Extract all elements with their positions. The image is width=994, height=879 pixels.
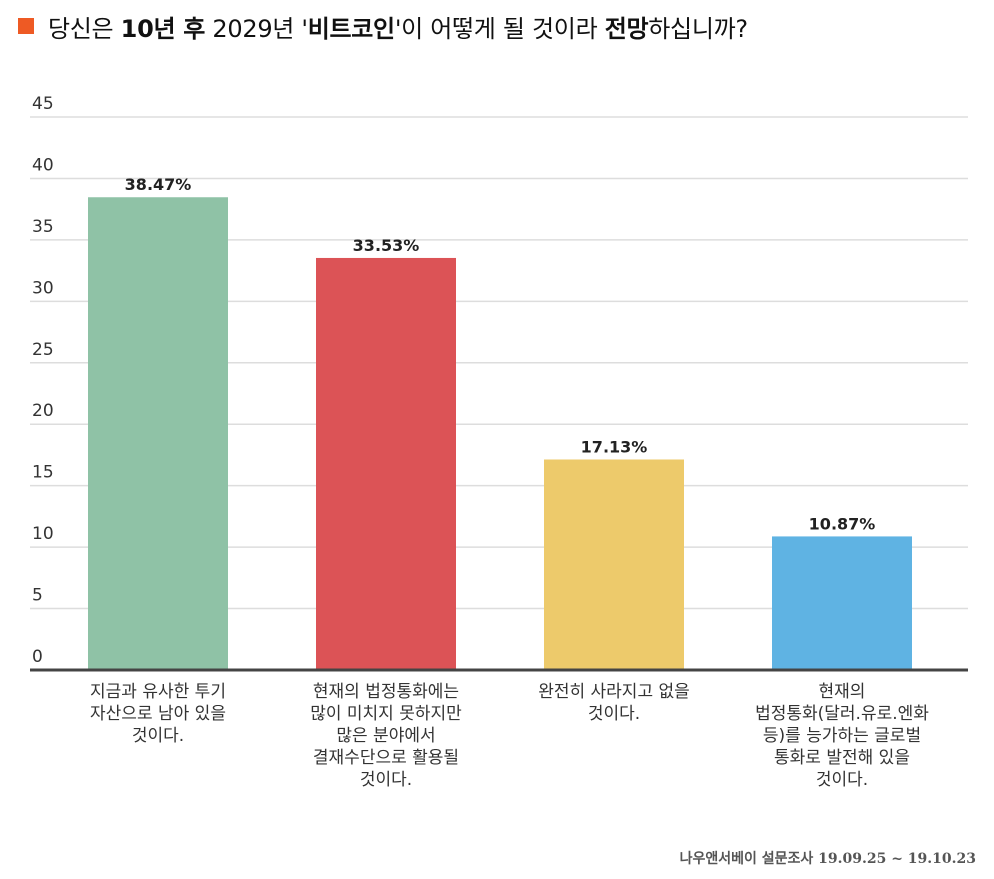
chart-title: 당신은 10년 후 2029년 '비트코인'이 어떻게 될 것이라 전망하십니까… [18, 8, 748, 44]
y-tick-label: 20 [32, 401, 54, 421]
x-category-label: 결재수단으로 활용될 [313, 748, 459, 768]
x-category-label: 법정통화(달러.유로.엔화 [755, 704, 929, 724]
data-label: 33.53% [353, 236, 420, 255]
x-category-label: 것이다. [816, 770, 868, 790]
y-tick-label: 25 [32, 340, 54, 360]
bar [772, 536, 912, 670]
title-segment: 하십니까? [648, 14, 748, 43]
x-category-label: 지금과 유사한 투기 [90, 682, 226, 702]
x-category-label: 통화로 발전해 있을 [774, 748, 910, 768]
bar [316, 257, 456, 670]
title-segment: 10년 후 [120, 14, 206, 43]
title-segment: 2029년 ' [205, 14, 308, 43]
title-text: 당신은 10년 후 2029년 '비트코인'이 어떻게 될 것이라 전망하십니까… [48, 9, 748, 44]
x-category-label: 것이다. [360, 770, 412, 790]
y-tick-label: 10 [32, 524, 54, 544]
y-tick-label: 45 [32, 94, 54, 114]
y-tick-label: 15 [32, 463, 54, 483]
x-category-label: 완전히 사라지고 없을 [538, 682, 690, 702]
title-marker-square [18, 18, 34, 34]
title-segment: 전망 [604, 14, 649, 43]
y-tick-label: 0 [32, 647, 43, 667]
title-segment: '이 어떻게 될 것이라 [394, 14, 605, 43]
title-segment: 비트코인 [307, 14, 395, 43]
title-segment: 당신은 [48, 14, 121, 43]
x-category-label: 현재의 [819, 682, 866, 702]
x-category-label: 등)를 능가하는 글로벌 [763, 726, 921, 746]
bar [88, 197, 228, 670]
y-tick-label: 30 [32, 278, 54, 298]
y-tick-label: 40 [32, 155, 54, 175]
x-category-label: 것이다. [132, 726, 184, 746]
data-label: 10.87% [809, 514, 876, 533]
data-label: 38.47% [125, 175, 192, 194]
x-category-label: 것이다. [588, 704, 640, 724]
x-category-label: 많이 미치지 못하지만 [310, 704, 462, 724]
source-footnote: 나우앤서베이 설문조사 19.09.25 ~ 19.10.23 [679, 851, 976, 867]
y-tick-label: 5 [32, 586, 43, 606]
x-category-label: 현재의 법정통화에는 [313, 682, 459, 702]
data-label: 17.13% [581, 437, 648, 456]
x-category-label: 자산으로 남아 있을 [90, 704, 226, 724]
x-category-label: 많은 분야에서 [336, 726, 435, 746]
y-tick-label: 35 [32, 217, 54, 237]
bar [544, 459, 684, 670]
